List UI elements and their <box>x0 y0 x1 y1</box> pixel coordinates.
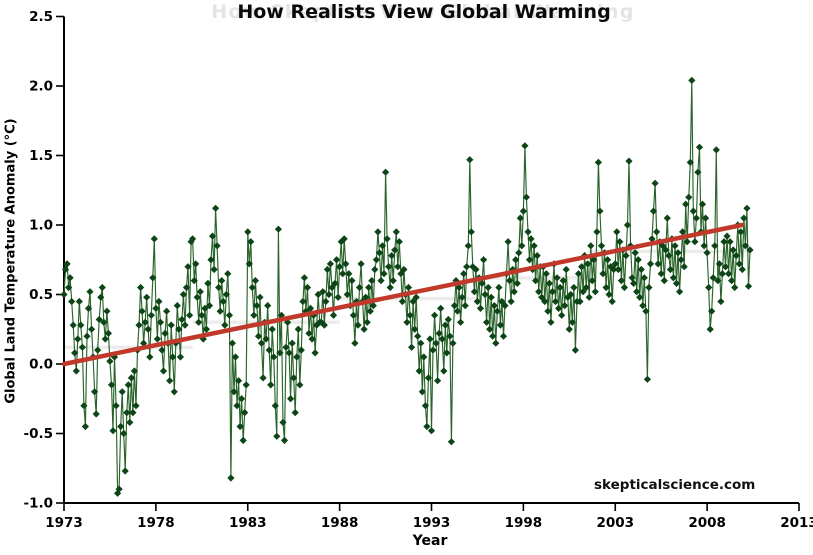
chart-title: How Realists View Global Warming <box>237 1 611 23</box>
watermark-text: skepticalscience.com <box>594 477 756 493</box>
series-markers <box>60 76 754 497</box>
x-tick-label: 1993 <box>413 515 451 531</box>
x-tick-label: 2008 <box>688 515 726 531</box>
ghost-title: How Skeptics View Global Warming <box>211 1 635 23</box>
y-tick-label: 2.5 <box>29 9 53 25</box>
y-tick-label: -1.0 <box>23 496 53 512</box>
x-tick-label: 1983 <box>229 515 267 531</box>
y-tick-label: -0.5 <box>23 426 53 442</box>
y-tick-label: 0.5 <box>29 287 53 303</box>
x-tick-label: 1973 <box>45 515 83 531</box>
y-tick-label: 0.0 <box>29 357 53 373</box>
trend-line <box>61 222 745 367</box>
x-axis-title: Year <box>412 533 448 549</box>
x-tick-label: 1988 <box>321 515 359 531</box>
x-tick-label: 1998 <box>505 515 543 531</box>
x-tick-label: 2013 <box>780 515 813 531</box>
x-tick-label: 1978 <box>137 515 175 531</box>
y-tick-label: 2.0 <box>29 79 53 95</box>
y-tick-label: 1.5 <box>29 148 53 164</box>
y-tick-label: 1.0 <box>29 218 53 234</box>
x-tick-label: 2003 <box>596 515 634 531</box>
